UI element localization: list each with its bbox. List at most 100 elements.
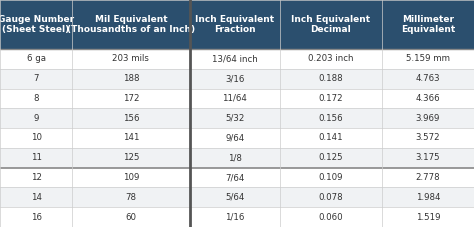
Text: 78: 78 xyxy=(125,193,137,202)
Bar xyxy=(72,69,190,89)
Text: 13/64 inch: 13/64 inch xyxy=(212,54,257,63)
Bar xyxy=(280,69,382,89)
Bar xyxy=(0,0,72,49)
Text: 125: 125 xyxy=(123,153,139,162)
Bar xyxy=(382,148,474,168)
Text: 5/32: 5/32 xyxy=(225,114,244,123)
Text: 4.366: 4.366 xyxy=(416,94,440,103)
Text: 11: 11 xyxy=(30,153,42,162)
Bar xyxy=(72,0,190,49)
Bar xyxy=(72,207,190,227)
Text: Millimeter
Equivalent: Millimeter Equivalent xyxy=(401,15,455,34)
Text: Inch Equivalent
Fraction: Inch Equivalent Fraction xyxy=(195,15,274,34)
Text: Mil Equivalent
(Thousandths of an Inch): Mil Equivalent (Thousandths of an Inch) xyxy=(67,15,195,34)
Text: 3/16: 3/16 xyxy=(225,74,244,83)
Bar xyxy=(382,89,474,108)
Bar xyxy=(280,168,382,188)
Text: 3.175: 3.175 xyxy=(416,153,440,162)
Bar xyxy=(190,69,280,89)
Text: 109: 109 xyxy=(123,173,139,182)
Bar xyxy=(0,207,72,227)
Bar xyxy=(72,188,190,207)
Text: 5/64: 5/64 xyxy=(225,193,244,202)
Text: 7/64: 7/64 xyxy=(225,173,244,182)
Bar xyxy=(280,108,382,128)
Text: 16: 16 xyxy=(30,213,42,222)
Bar xyxy=(280,188,382,207)
Text: 11/64: 11/64 xyxy=(222,94,247,103)
Bar xyxy=(190,49,280,69)
Bar xyxy=(0,168,72,188)
Text: 203 mils: 203 mils xyxy=(112,54,149,63)
Text: 0.188: 0.188 xyxy=(319,74,343,83)
Text: 141: 141 xyxy=(123,133,139,143)
Text: 1/8: 1/8 xyxy=(228,153,242,162)
Text: Inch Equivalent
Decimal: Inch Equivalent Decimal xyxy=(291,15,370,34)
Bar xyxy=(0,89,72,108)
Text: 6 ga: 6 ga xyxy=(27,54,46,63)
Text: 1.984: 1.984 xyxy=(416,193,440,202)
Bar xyxy=(72,89,190,108)
Bar xyxy=(190,128,280,148)
Text: 2.778: 2.778 xyxy=(416,173,440,182)
Text: 9/64: 9/64 xyxy=(225,133,244,143)
Bar xyxy=(190,207,280,227)
Text: 3.969: 3.969 xyxy=(416,114,440,123)
Bar xyxy=(190,168,280,188)
Bar xyxy=(190,0,280,49)
Bar xyxy=(190,148,280,168)
Bar xyxy=(0,188,72,207)
Bar xyxy=(72,168,190,188)
Text: 4.763: 4.763 xyxy=(416,74,440,83)
Bar xyxy=(382,188,474,207)
Bar xyxy=(0,148,72,168)
Text: 172: 172 xyxy=(123,94,139,103)
Bar xyxy=(0,69,72,89)
Bar xyxy=(280,128,382,148)
Bar xyxy=(382,0,474,49)
Bar xyxy=(280,148,382,168)
Text: 8: 8 xyxy=(33,94,39,103)
Text: 3.572: 3.572 xyxy=(416,133,440,143)
Bar xyxy=(190,188,280,207)
Bar xyxy=(72,108,190,128)
Bar xyxy=(72,49,190,69)
Bar xyxy=(190,108,280,128)
Text: Gauge Number
(Sheet Steel): Gauge Number (Sheet Steel) xyxy=(0,15,74,34)
Text: 12: 12 xyxy=(30,173,42,182)
Bar xyxy=(382,207,474,227)
Text: 0.060: 0.060 xyxy=(319,213,343,222)
Bar xyxy=(72,148,190,168)
Bar xyxy=(382,168,474,188)
Text: 1.519: 1.519 xyxy=(416,213,440,222)
Text: 1/16: 1/16 xyxy=(225,213,244,222)
Text: 9: 9 xyxy=(33,114,39,123)
Text: 5.159 mm: 5.159 mm xyxy=(406,54,450,63)
Bar xyxy=(190,89,280,108)
Bar xyxy=(280,0,382,49)
Text: 14: 14 xyxy=(30,193,42,202)
Bar xyxy=(382,49,474,69)
Bar xyxy=(0,108,72,128)
Text: 0.172: 0.172 xyxy=(319,94,343,103)
Text: 60: 60 xyxy=(125,213,137,222)
Bar xyxy=(382,128,474,148)
Text: 0.109: 0.109 xyxy=(319,173,343,182)
Text: 156: 156 xyxy=(123,114,139,123)
Bar xyxy=(0,49,72,69)
Bar xyxy=(280,207,382,227)
Text: 0.141: 0.141 xyxy=(319,133,343,143)
Text: 0.078: 0.078 xyxy=(319,193,343,202)
Bar xyxy=(382,108,474,128)
Text: 0.203 inch: 0.203 inch xyxy=(308,54,353,63)
Text: 7: 7 xyxy=(33,74,39,83)
Bar xyxy=(382,69,474,89)
Text: 0.125: 0.125 xyxy=(319,153,343,162)
Bar xyxy=(0,128,72,148)
Bar xyxy=(280,89,382,108)
Text: 0.156: 0.156 xyxy=(319,114,343,123)
Bar xyxy=(280,49,382,69)
Text: 10: 10 xyxy=(30,133,42,143)
Bar xyxy=(72,128,190,148)
Text: 188: 188 xyxy=(123,74,139,83)
